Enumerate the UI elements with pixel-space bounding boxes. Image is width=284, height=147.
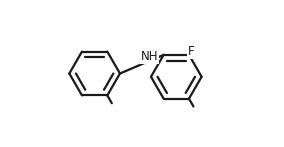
Text: F: F — [187, 45, 194, 58]
Text: NH: NH — [140, 50, 158, 63]
